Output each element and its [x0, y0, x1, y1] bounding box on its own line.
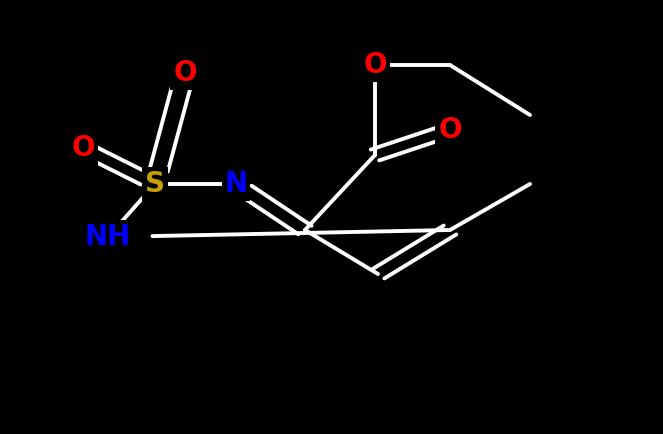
Text: O: O: [438, 116, 461, 144]
Text: O: O: [363, 51, 387, 79]
Text: O: O: [71, 134, 95, 162]
Text: N: N: [225, 170, 247, 198]
Text: NH: NH: [85, 223, 131, 251]
Text: O: O: [173, 59, 197, 87]
Text: S: S: [145, 170, 165, 198]
